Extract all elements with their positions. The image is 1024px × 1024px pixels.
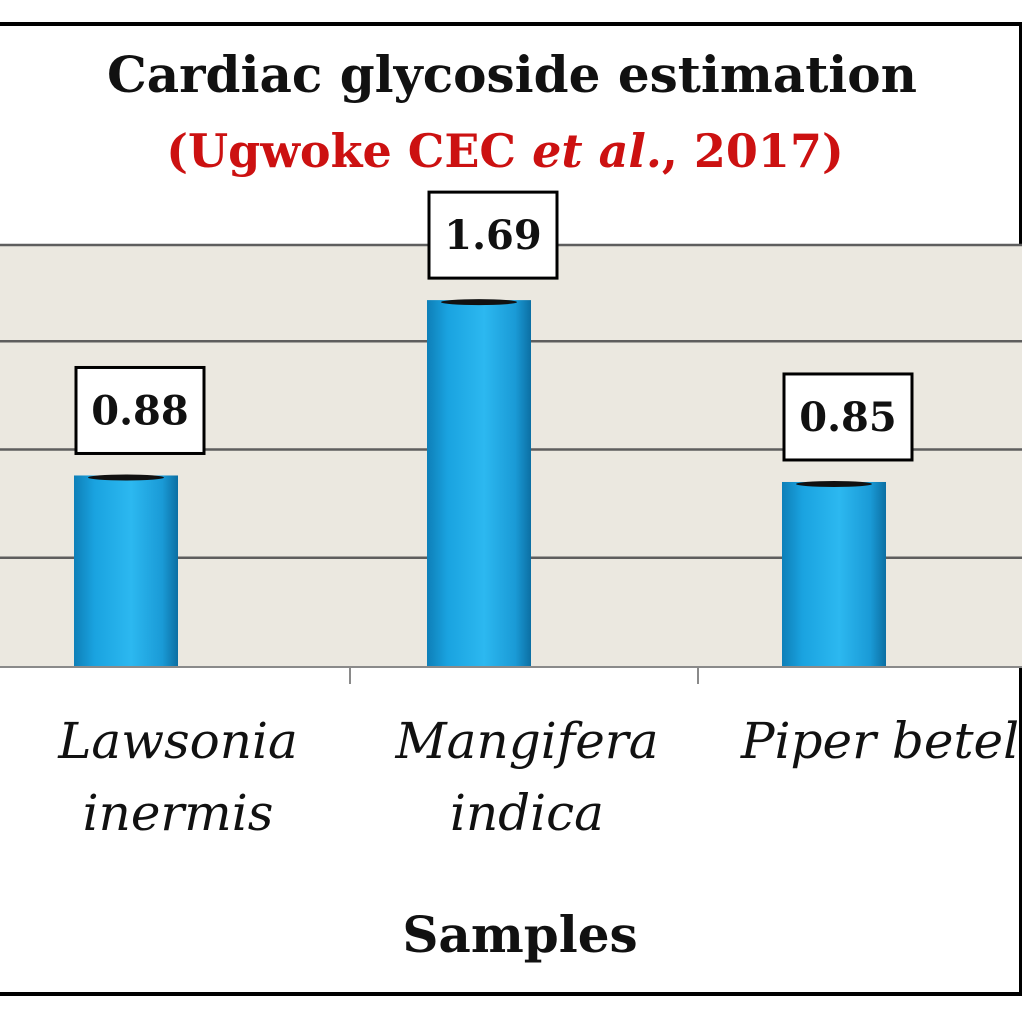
bar (427, 300, 531, 666)
category-label: indica (450, 784, 604, 842)
category-label: Mangifera (394, 712, 658, 770)
category-label: Lawsonia (57, 712, 298, 770)
category-label: Piper betel (740, 712, 1019, 770)
category-label: inermis (83, 784, 274, 842)
bar (74, 475, 178, 666)
bars (74, 299, 886, 666)
bar (782, 481, 886, 666)
data-labels: 0.88 1.69 0.85 (74, 190, 914, 462)
data-label: 1.69 (444, 212, 541, 259)
chart-subtitle: (Ugwoke CEC et al., 2017) (0, 128, 1010, 174)
data-label-box (74, 365, 206, 455)
bar-cap (88, 474, 164, 481)
subtitle-citation-end: , 2017) (661, 124, 844, 178)
chart-title: Cardiac glycoside estimation (106, 45, 917, 104)
x-axis-ticks (349, 666, 699, 684)
bar-cap (441, 299, 517, 306)
data-label-box (782, 372, 914, 462)
data-label-box (427, 190, 559, 280)
x-axis-title: Samples (402, 905, 638, 964)
category-labels: Lawsonia inermis Mangifera indica Piper bete… (57, 712, 1019, 842)
data-label: 0.85 (799, 394, 896, 441)
data-label: 0.88 (91, 387, 188, 434)
bar-cap (796, 480, 872, 487)
subtitle-citation-start: (Ugwoke CEC (166, 124, 533, 178)
subtitle-et-al: et al. (532, 124, 662, 178)
